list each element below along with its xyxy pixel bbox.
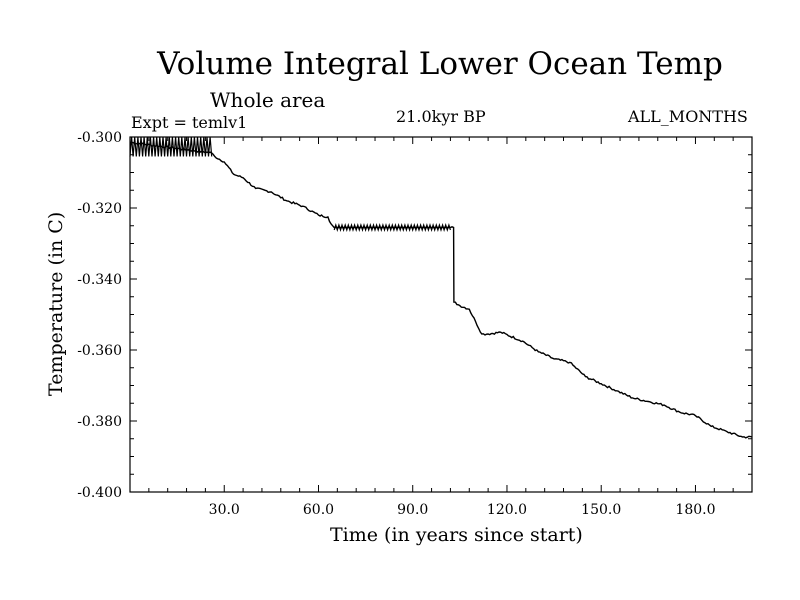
axis-tick-labels: 30.0 60.0 90.0 120.0 150.0 180.0 -0.400 -0.380 -… (77, 130, 715, 518)
oscillation-band-early (129, 136, 213, 157)
y-tick-label: -0.400 (77, 485, 122, 501)
chart-subtitle: Whole area (210, 88, 326, 112)
x-tick-label: 30.0 (209, 502, 240, 518)
series-line-temlv1 (129, 141, 753, 439)
y-tick-label: -0.320 (77, 201, 122, 217)
x-tick-label: 150.0 (581, 502, 621, 518)
oscillation-band-middle (333, 222, 451, 233)
x-tick-label: 180.0 (675, 502, 715, 518)
plot-frame (129, 136, 753, 493)
chart-title: Volume Integral Lower Ocean Temp (157, 46, 723, 82)
axis-ticks (130, 136, 752, 493)
y-tick-label: -0.300 (77, 130, 122, 146)
y-tick-label: -0.340 (77, 272, 122, 288)
x-axis-label: Time (in years since start) (330, 524, 583, 546)
y-tick-label: -0.360 (77, 343, 122, 359)
months-label: ALL_MONTHS (628, 107, 748, 126)
x-tick-label: 120.0 (487, 502, 527, 518)
period-label: 21.0kyr BP (396, 107, 486, 126)
x-tick-label: 60.0 (303, 502, 334, 518)
x-tick-label: 90.0 (397, 502, 428, 518)
experiment-label: Expt = temlv1 (131, 113, 248, 132)
y-tick-label: -0.380 (77, 414, 122, 430)
